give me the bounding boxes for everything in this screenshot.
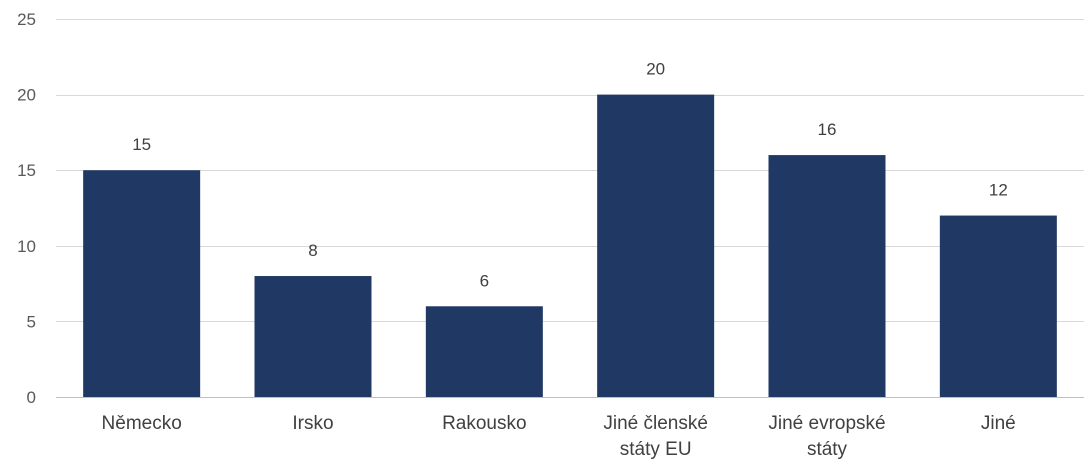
bars (83, 94, 1057, 397)
data-label: 6 (480, 271, 489, 290)
x-category-label-line: Jiné členské (603, 413, 708, 434)
x-category-label-line: Irsko (292, 413, 333, 434)
bar (597, 94, 715, 397)
data-label: 20 (646, 60, 665, 79)
x-category-label: Jiné evropské státy (768, 413, 885, 460)
x-category-label-line: Jiné (981, 413, 1016, 434)
y-tick-label: 0 (27, 388, 36, 407)
y-axis-ticks: 0 5 10 15 20 25 (17, 10, 36, 407)
y-tick-label: 25 (17, 10, 36, 29)
bar (83, 170, 201, 397)
y-tick-label: 5 (27, 312, 36, 331)
gridlines (56, 19, 1084, 398)
x-category-label-line: Jiné evropské (768, 413, 885, 434)
x-category-label: Irsko (292, 413, 333, 434)
x-category-label: Německo (102, 413, 182, 434)
y-tick-label: 20 (17, 86, 36, 105)
y-tick-label: 10 (17, 237, 36, 256)
x-category-label-line: Německo (102, 413, 182, 434)
x-category-label: Jiné členské státy EU (603, 413, 708, 460)
data-label: 15 (132, 135, 151, 154)
data-label: 16 (818, 120, 837, 139)
bar (254, 276, 372, 397)
x-category-label: Jiné (981, 413, 1016, 434)
data-label: 8 (308, 241, 317, 260)
x-category-label-line: Rakousko (442, 413, 527, 434)
x-axis-categories: Německo Irsko Rakousko Jiné členské státy EU… (102, 413, 1016, 460)
data-labels: 15 8 6 20 16 12 (132, 60, 1008, 291)
bar (939, 215, 1057, 397)
data-label: 12 (989, 181, 1008, 200)
x-category-label: Rakousko (442, 413, 527, 434)
x-category-label-line: státy (807, 439, 848, 460)
x-category-label-line: státy EU (620, 439, 692, 460)
bar (768, 155, 886, 397)
bar (425, 306, 543, 397)
y-tick-label: 15 (17, 161, 36, 180)
